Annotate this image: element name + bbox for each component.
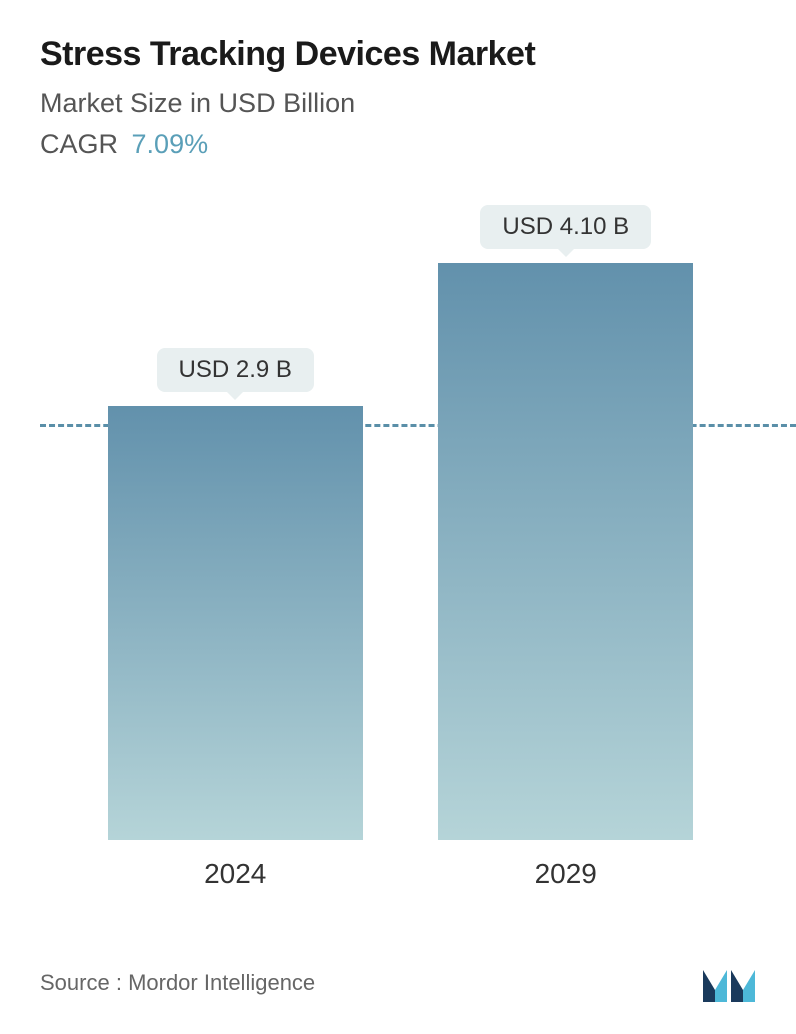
chart-subtitle: Market Size in USD Billion [40, 88, 761, 119]
chart-footer: Source : Mordor Intelligence [40, 962, 761, 1004]
year-label: 2029 [535, 858, 597, 890]
value-badge: USD 2.9 B [157, 348, 314, 392]
mordor-logo-icon [701, 962, 761, 1004]
value-badge: USD 4.10 B [480, 205, 651, 249]
bar-group-2029: USD 4.10 B 2029 [438, 205, 693, 890]
source-attribution: Source : Mordor Intelligence [40, 970, 315, 996]
cagr-label: CAGR [40, 129, 118, 159]
bar-group-2024: USD 2.9 B 2024 [108, 348, 363, 890]
bars-container: USD 2.9 B2024USD 4.10 B2029 [40, 210, 761, 890]
bar [438, 263, 693, 840]
chart-title: Stress Tracking Devices Market [40, 35, 761, 74]
cagr-value: 7.09% [132, 129, 209, 159]
chart-area: USD 2.9 B2024USD 4.10 B2029 [40, 210, 761, 890]
source-name-text: Mordor Intelligence [128, 970, 315, 995]
source-label: Source : [40, 970, 122, 995]
year-label: 2024 [204, 858, 266, 890]
cagr-row: CAGR 7.09% [40, 129, 761, 160]
bar [108, 406, 363, 840]
